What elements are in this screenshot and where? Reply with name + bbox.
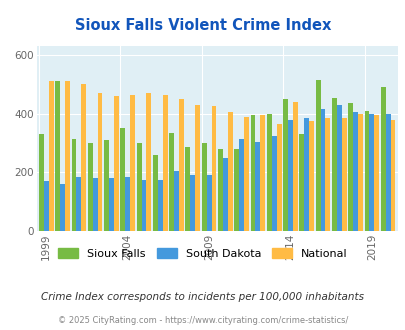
Bar xyxy=(331,98,336,231)
Bar xyxy=(195,105,200,231)
Bar xyxy=(211,106,216,231)
Bar xyxy=(385,114,390,231)
Bar xyxy=(336,105,341,231)
Bar xyxy=(81,84,86,231)
Text: Sioux Falls Violent Crime Index: Sioux Falls Violent Crime Index xyxy=(75,18,330,33)
Bar xyxy=(315,80,320,231)
Bar xyxy=(55,82,60,231)
Bar xyxy=(373,115,378,231)
Bar xyxy=(71,139,76,231)
Bar xyxy=(364,111,369,231)
Bar xyxy=(390,119,394,231)
Bar xyxy=(260,115,264,231)
Bar xyxy=(76,177,81,231)
Bar xyxy=(217,149,222,231)
Bar xyxy=(347,103,352,231)
Bar xyxy=(325,118,330,231)
Bar xyxy=(169,133,174,231)
Bar xyxy=(250,115,255,231)
Bar xyxy=(130,95,135,231)
Bar xyxy=(239,139,243,231)
Bar xyxy=(174,171,179,231)
Bar xyxy=(201,143,206,231)
Bar xyxy=(49,82,53,231)
Legend: Sioux Falls, South Dakota, National: Sioux Falls, South Dakota, National xyxy=(54,244,351,263)
Bar xyxy=(39,134,44,231)
Bar xyxy=(292,102,297,231)
Bar xyxy=(158,180,162,231)
Bar xyxy=(87,143,92,231)
Bar xyxy=(341,118,346,231)
Bar xyxy=(179,99,183,231)
Bar xyxy=(44,181,49,231)
Text: © 2025 CityRating.com - https://www.cityrating.com/crime-statistics/: © 2025 CityRating.com - https://www.city… xyxy=(58,316,347,325)
Bar xyxy=(234,149,239,231)
Bar xyxy=(185,148,190,231)
Bar xyxy=(369,114,373,231)
Bar xyxy=(109,178,113,231)
Bar xyxy=(162,95,167,231)
Bar xyxy=(309,121,313,231)
Text: Crime Index corresponds to incidents per 100,000 inhabitants: Crime Index corresponds to incidents per… xyxy=(41,292,364,302)
Bar xyxy=(146,93,151,231)
Bar xyxy=(227,112,232,231)
Bar xyxy=(266,114,271,231)
Bar xyxy=(153,155,158,231)
Bar xyxy=(120,128,125,231)
Bar xyxy=(282,99,287,231)
Bar xyxy=(380,87,385,231)
Bar xyxy=(141,180,146,231)
Bar xyxy=(298,134,303,231)
Bar xyxy=(60,184,65,231)
Bar xyxy=(136,143,141,231)
Bar xyxy=(352,112,357,231)
Bar xyxy=(125,177,130,231)
Bar xyxy=(243,116,248,231)
Bar xyxy=(104,140,109,231)
Bar xyxy=(222,158,227,231)
Bar xyxy=(113,96,118,231)
Bar xyxy=(92,178,97,231)
Bar xyxy=(206,175,211,231)
Bar xyxy=(320,109,325,231)
Bar xyxy=(287,119,292,231)
Bar xyxy=(97,93,102,231)
Bar xyxy=(271,136,276,231)
Bar xyxy=(190,175,195,231)
Bar xyxy=(65,82,70,231)
Bar xyxy=(255,142,260,231)
Bar xyxy=(357,114,362,231)
Bar xyxy=(276,124,281,231)
Bar xyxy=(303,118,309,231)
